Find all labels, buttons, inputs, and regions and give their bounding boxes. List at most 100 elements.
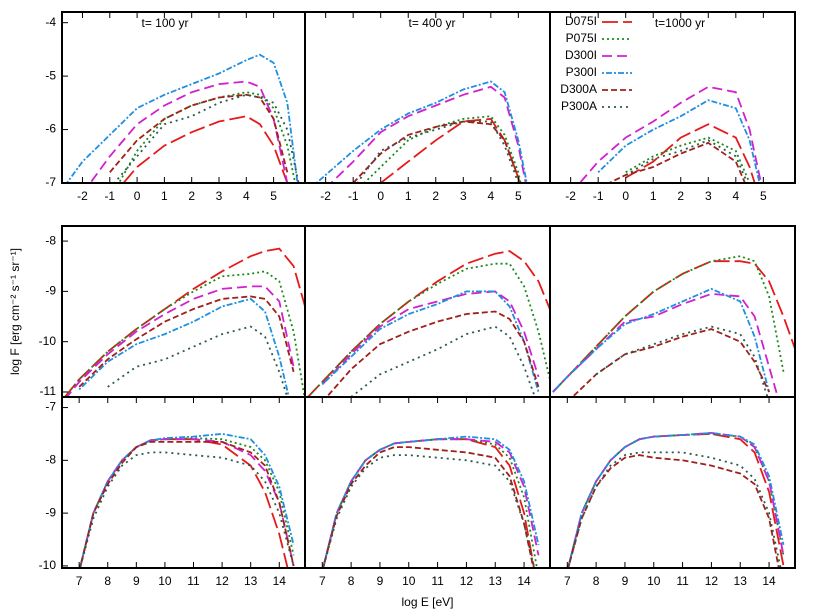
x-tick-label: 7 <box>564 574 571 588</box>
series-line <box>109 93 289 173</box>
x-tick-label: 12 <box>705 574 719 588</box>
panel-annotation: t=1000 yr <box>655 16 705 30</box>
x-tick-label: 9 <box>133 574 140 588</box>
x-tick-label: 2 <box>188 189 195 203</box>
panel <box>549 225 796 398</box>
x-tick-label: 14 <box>762 574 776 588</box>
series-line <box>79 432 295 568</box>
x-tick-label: 2 <box>677 189 684 203</box>
x-tick-label: -1 <box>348 189 359 203</box>
x-axis-label: log E [eV] <box>401 595 453 609</box>
series-line <box>322 435 540 568</box>
series-line <box>315 80 528 183</box>
panel-frame <box>549 11 796 184</box>
series-line <box>625 139 749 183</box>
series-line <box>567 454 780 568</box>
series-line <box>321 290 540 386</box>
series-line <box>567 431 785 568</box>
series-line <box>625 136 751 183</box>
x-tick-label: -2 <box>565 189 576 203</box>
x-tick-label: 2 <box>432 189 439 203</box>
x-tick-label: 9 <box>622 574 629 588</box>
series-line <box>79 451 295 568</box>
series-line <box>552 260 795 393</box>
y-tick-label: -7 <box>45 400 56 414</box>
x-tick-label: 8 <box>593 574 600 588</box>
x-tick-label: 5 <box>270 189 277 203</box>
series-line <box>322 438 535 568</box>
x-tick-label: -1 <box>104 189 115 203</box>
y-tick-label: -10 <box>39 558 57 572</box>
y-tick-label: -8 <box>45 453 56 467</box>
x-tick-label: 3 <box>216 189 223 203</box>
plot-area <box>79 432 295 568</box>
panel-frame <box>304 225 551 398</box>
x-tick-label: 5 <box>515 189 522 203</box>
y-tick-label: -8 <box>45 233 56 247</box>
series-line <box>567 431 785 568</box>
series-line <box>578 85 762 183</box>
plot-area <box>307 250 550 397</box>
series-line <box>307 262 550 397</box>
plot-area <box>315 80 528 183</box>
y-tick-label: -4 <box>45 15 56 29</box>
legend-label: D075I <box>565 14 597 28</box>
panel-annotation: t= 400 yr <box>408 16 455 30</box>
x-tick-label: 1 <box>650 189 657 203</box>
x-tick-label: 7 <box>76 574 83 588</box>
x-tick-label: 4 <box>487 189 494 203</box>
y-tick-label: -7 <box>45 175 56 189</box>
plot-area <box>322 435 540 568</box>
plot-area <box>64 247 305 397</box>
series-line <box>78 297 290 397</box>
x-tick-label: 11 <box>431 574 444 588</box>
panel-frame <box>61 11 306 184</box>
panel: 7 8 9 10 11 12 13 14 <box>549 396 796 588</box>
panel-frame <box>549 225 796 398</box>
x-tick-label: 10 <box>158 574 172 588</box>
series-line <box>107 325 289 397</box>
panel: 7 8 9 10 11 12 13 14 -10 -9 -8 -7 <box>39 396 306 588</box>
y-tick-label: -5 <box>45 68 56 82</box>
panel-frame <box>61 225 306 398</box>
series-line <box>567 432 785 568</box>
plot-area <box>578 85 762 183</box>
series-line <box>79 438 295 568</box>
series-line <box>122 115 289 183</box>
legend-label: D300A <box>560 82 597 96</box>
x-tick-label: 11 <box>676 574 689 588</box>
x-tick-label: 12 <box>460 574 474 588</box>
x-tick-label: 8 <box>104 574 111 588</box>
series-line <box>567 451 782 568</box>
series-line <box>113 93 300 183</box>
series-line <box>79 441 295 568</box>
x-tick-label: 4 <box>243 189 250 203</box>
series-line <box>64 270 305 397</box>
series-line <box>380 117 521 183</box>
y-tick-label: -9 <box>45 505 56 519</box>
series-line <box>321 290 540 393</box>
series-line <box>362 115 522 183</box>
x-tick-label: 0 <box>377 189 384 203</box>
y-tick-label: -10 <box>39 334 57 348</box>
plot-area <box>567 431 785 568</box>
series-line <box>595 325 769 397</box>
x-tick-label: -2 <box>77 189 88 203</box>
series-line <box>571 328 770 397</box>
panel: -2 -1 0 1 2 3 4 5 t=1000 yr D075I P075I D300I P300I D… <box>549 11 796 203</box>
legend-label: P300A <box>561 99 597 113</box>
plot-area <box>552 255 795 397</box>
y-tick-label: -6 <box>45 122 56 136</box>
x-tick-label: 9 <box>377 574 384 588</box>
y-tick-label: -9 <box>45 284 56 298</box>
x-tick-label: 13 <box>244 574 258 588</box>
x-tick-label: 3 <box>705 189 712 203</box>
series-line <box>89 80 289 183</box>
series-line <box>322 438 538 568</box>
series-line <box>325 310 540 397</box>
x-tick-label: 7 <box>319 574 326 588</box>
panel-frame <box>549 396 796 569</box>
x-tick-label: 14 <box>273 574 287 588</box>
series-line <box>552 292 779 397</box>
panel: -2 -1 0 1 2 3 4 5 -7 -6 -5 -4 t= 100 yr <box>45 11 306 203</box>
